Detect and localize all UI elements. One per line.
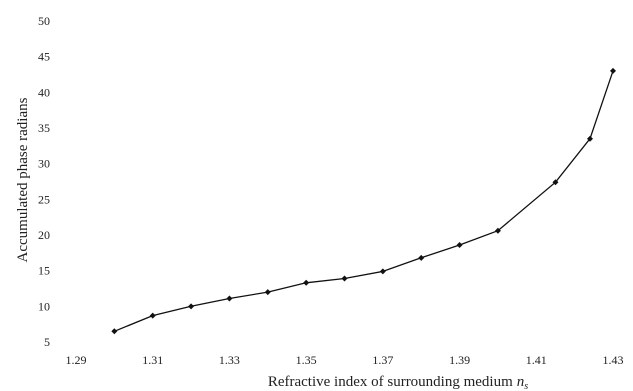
y-tick-label: 40 xyxy=(38,85,50,99)
x-tick-label: 1.39 xyxy=(449,353,470,367)
data-point xyxy=(264,289,271,296)
data-markers xyxy=(111,67,616,335)
x-tick-label: 1.31 xyxy=(142,353,163,367)
x-tick-label: 1.33 xyxy=(219,353,240,367)
data-point xyxy=(418,254,425,261)
y-tick-label: 25 xyxy=(38,192,50,206)
data-point xyxy=(494,227,501,234)
data-point xyxy=(149,312,156,319)
x-axis-ticks: 1.29 1.31 1.33 1.35 1.37 1.39 1.41 1.43 xyxy=(66,353,624,367)
y-axis-title: Accumulated phase radians xyxy=(15,97,31,262)
y-tick-label: 30 xyxy=(38,157,50,171)
data-point xyxy=(341,275,348,282)
series-line xyxy=(114,70,614,332)
y-tick-label: 50 xyxy=(38,14,50,28)
data-point xyxy=(610,67,616,74)
data-point xyxy=(379,268,386,275)
data-point xyxy=(188,303,195,310)
data-point xyxy=(111,328,118,335)
x-axis-title-text: Refractive index of surrounding medium xyxy=(268,374,513,390)
x-tick-label: 1.37 xyxy=(372,353,393,367)
data-point xyxy=(552,179,559,186)
x-axis-title-subscript: s xyxy=(524,381,528,391)
data-point xyxy=(226,295,233,302)
x-axis-title: Refractive index of surrounding medium ns xyxy=(268,374,528,391)
data-point xyxy=(303,279,310,286)
y-axis-ticks: 5 10 15 20 25 30 35 40 45 50 xyxy=(38,14,50,349)
y-tick-label: 10 xyxy=(38,299,50,313)
x-tick-label: 1.35 xyxy=(296,353,317,367)
data-point xyxy=(586,135,593,142)
y-tick-label: 20 xyxy=(38,228,50,242)
y-tick-label: 45 xyxy=(38,50,50,64)
x-axis-title-symbol: n xyxy=(517,374,525,390)
x-tick-label: 1.43 xyxy=(603,353,624,367)
data-point xyxy=(456,241,463,248)
y-tick-label: 5 xyxy=(44,335,50,349)
y-tick-label: 35 xyxy=(38,121,50,135)
y-tick-label: 15 xyxy=(38,264,50,278)
x-tick-label: 1.41 xyxy=(526,353,547,367)
x-tick-label: 1.29 xyxy=(66,353,87,367)
